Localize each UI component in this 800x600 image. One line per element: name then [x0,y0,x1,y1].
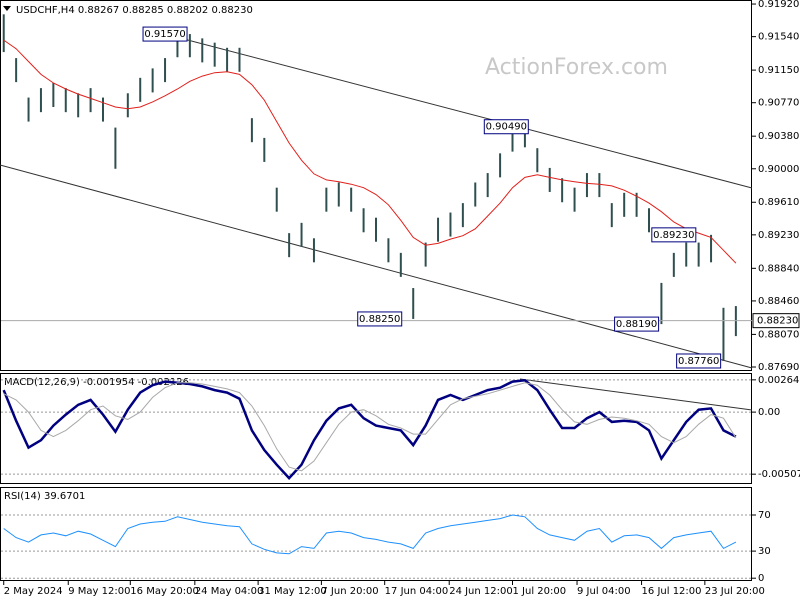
annotation-label: 0.90490 [486,122,527,133]
y-tick-label: 70 [758,510,771,521]
y-tick-label: 0.88460 [758,296,799,307]
y-tick-label: 0.90000 [758,164,799,175]
x-tick-label: 1 Jul 20:00 [513,586,567,597]
x-tick-label: 17 Jun 04:00 [385,586,449,597]
x-tick-label: 9 May 12:00 [68,586,130,597]
rsi-panel [0,487,752,581]
x-tick-label: 24 Jun 12:00 [449,586,513,597]
menu-icon [3,6,11,11]
y-tick-label: 0.87690 [758,362,799,373]
y-tick-label: 0.89230 [758,230,799,241]
annotation-box [614,316,660,332]
y-tick-label: 0.91150 [758,65,799,76]
y-tick-label: 0.88070 [758,329,799,340]
macd-panel [0,373,752,484]
macd-line [2,379,737,480]
price-panel [0,0,752,371]
watermark: ActionForex.com [485,55,668,80]
annotation-label: 0.88250 [359,314,400,325]
x-tick-label: 16 Jul 12:00 [642,586,702,597]
chart-title: USDCHF,H4 0.88267 0.88285 0.88202 0.8823… [16,5,253,16]
y-tick-label: 30 [758,546,771,557]
annotation-box [676,353,722,369]
y-tick-label: 0.88840 [758,263,799,274]
y-tick-label: 0.90770 [758,98,799,109]
rsi-line [3,514,737,555]
macd-trendline [519,378,753,411]
macd-title: MACD(12,26,9) -0.001954 -0.002126 [4,377,189,388]
y-tick-label: 0.91920 [758,0,799,10]
annotation-box [651,227,697,243]
rsi-title: RSI(14) 39.6701 [4,491,85,502]
y-tick-label: 0.00 [758,407,780,418]
annotation-label: 0.87760 [678,356,719,367]
annotation-label: 0.91570 [144,29,185,40]
annotation-box [142,26,188,42]
last-price-label: 0.88230 [757,316,798,327]
x-tick-label: 23 Jul 20:00 [705,586,765,597]
channel-upper [179,37,753,189]
y-tick-label: 0 [758,573,764,584]
annotation-box [483,119,529,135]
x-tick-label: 24 May 04:00 [195,586,264,597]
x-tick-label: 16 May 20:00 [130,586,199,597]
annotation-label: 0.88190 [616,319,657,330]
moving-average [3,39,737,264]
x-tick-label: 2 May 2024 [4,586,63,597]
y-tick-label: 0.89610 [758,197,799,208]
last-price-box [752,313,800,329]
y-tick-label: 0.00264 [758,375,799,386]
annotation-box [357,311,403,327]
annotation-label: 0.89230 [653,230,694,241]
macd-line [3,382,737,472]
y-tick-label: 0.90380 [758,131,799,142]
x-tick-label: 31 May 12:00 [258,586,327,597]
x-tick-label: 7 Jun 20:00 [321,586,378,597]
channel-lower [0,164,753,369]
y-tick-label: 0.91540 [758,32,799,43]
x-tick-label: 9 Jul 04:00 [577,586,631,597]
